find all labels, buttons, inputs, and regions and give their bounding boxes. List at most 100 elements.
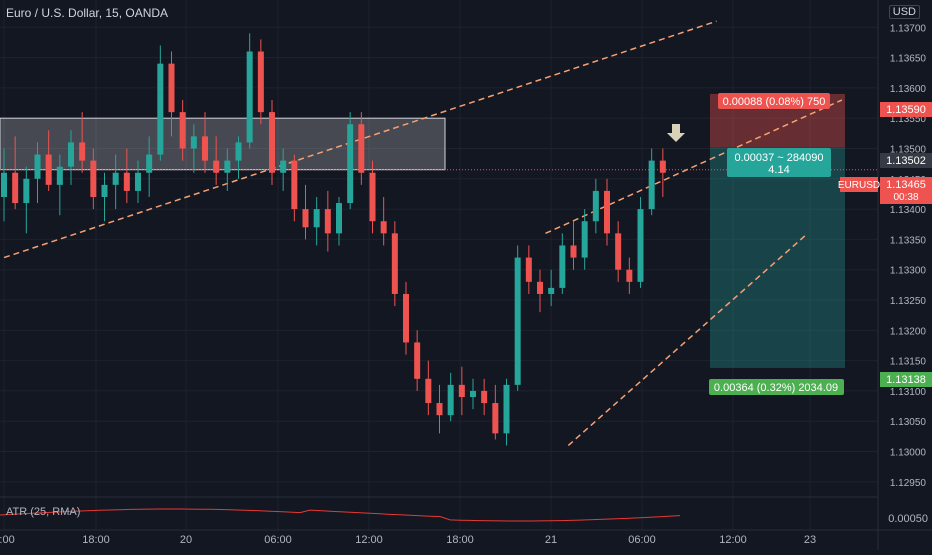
candle-body: [548, 287, 555, 294]
candle: [615, 221, 622, 282]
x-tick-label: 21: [545, 534, 557, 546]
atr-label: ATR (25, RMA): [6, 506, 81, 518]
candle: [190, 124, 197, 173]
candle-body: [246, 51, 253, 143]
candle: [68, 130, 74, 185]
time-axis[interactable]: 2:00 18:00 20 06:00 12:00 18:00 21 06:00 12:00 23: [0, 534, 816, 546]
candle: [458, 366, 465, 416]
candle-body: [592, 190, 599, 222]
candle: [224, 148, 231, 191]
candle-body: [581, 221, 588, 258]
resistance-zone: [0, 117, 446, 171]
candle-body: [269, 112, 275, 173]
chart-title: Euro / U.S. Dollar, 15, OANDA: [6, 6, 169, 20]
candle-body: [79, 142, 86, 161]
candle-body: [12, 172, 19, 204]
candle: [514, 245, 521, 391]
atr-line: [0, 508, 681, 522]
candle: [157, 45, 164, 161]
candle: [380, 196, 387, 246]
candle-body: [447, 384, 454, 416]
candle-body: [313, 209, 320, 228]
candle: [637, 196, 644, 288]
candle-body: [157, 63, 164, 155]
candle-body: [190, 136, 197, 149]
candle-body: [235, 142, 242, 161]
mid-label-box: 0.00037 ~ 284090 4.14: [727, 148, 831, 177]
svg-text:1.13465: 1.13465: [886, 179, 926, 191]
candle-body: [537, 281, 543, 294]
candle: [34, 142, 41, 204]
candle: [12, 136, 19, 210]
candle-body: [492, 403, 499, 434]
candle: [626, 257, 633, 294]
candle-body: [525, 257, 532, 282]
atr-indicator: [0, 508, 681, 522]
candle: [45, 130, 52, 191]
candle: [146, 136, 153, 197]
x-tick-label: 18:00: [446, 534, 474, 546]
candle-body: [179, 112, 186, 149]
candle: [246, 33, 253, 149]
candle: [581, 209, 588, 270]
currency-button[interactable]: USD: [888, 5, 920, 19]
candle: [369, 160, 376, 234]
candle: [492, 384, 499, 440]
y-tick-label: 1.13050: [890, 417, 927, 428]
candle-body: [213, 160, 220, 173]
svg-text:1.13138: 1.13138: [886, 374, 926, 386]
candle: [179, 100, 186, 161]
svg-text:EURUSD: EURUSD: [838, 180, 880, 191]
mid-label-2: 4.14: [768, 164, 789, 176]
y-tick-label: 1.13600: [890, 84, 927, 95]
candle-body: [559, 245, 566, 288]
candle: [101, 172, 108, 222]
candle: [470, 378, 476, 410]
x-tick-label: 18:00: [82, 534, 110, 546]
candle: [336, 196, 342, 246]
target-price-tag: 1.13138: [880, 372, 932, 387]
candle-body: [481, 390, 488, 404]
svg-text:1.13502: 1.13502: [886, 155, 926, 167]
candle-body: [436, 403, 443, 416]
svg-text:00:38: 00:38: [893, 192, 918, 203]
candle: [481, 378, 488, 416]
x-tick-label: 12:00: [355, 534, 383, 546]
candle-body: [414, 342, 421, 379]
position-tool[interactable]: [710, 93, 845, 368]
candle: [391, 221, 398, 307]
candle-body: [291, 160, 298, 210]
candle-body: [280, 160, 287, 173]
candle-body: [336, 203, 342, 234]
candle-body: [380, 221, 387, 234]
candle: [425, 360, 432, 416]
candle-body: [56, 166, 63, 185]
candle-body: [135, 172, 141, 191]
candle-body: [637, 209, 644, 282]
candle: [313, 196, 320, 246]
candle: [537, 269, 543, 313]
candle: [23, 166, 30, 234]
take-profit-zone[interactable]: [710, 147, 845, 368]
candle: [269, 100, 275, 185]
y-tick-label: 1.13100: [890, 387, 927, 398]
candle: [570, 221, 577, 270]
candle-body: [90, 160, 97, 197]
candle-body: [604, 190, 610, 234]
candle-body: [615, 233, 622, 270]
price-axis[interactable]: 1.13700 1.13650 1.13600 1.13550 1.13500 1.134…: [890, 23, 927, 489]
candle: [112, 154, 119, 210]
candle: [280, 148, 287, 191]
trendline: [567, 232, 809, 447]
candle-body: [425, 378, 432, 404]
candle-body: [324, 209, 331, 234]
mid-label-1: 0.00037 ~ 284090: [734, 152, 823, 164]
candle-body: [112, 172, 119, 185]
current-symbol-tag: EURUSD: [838, 177, 880, 192]
entry-price-tag: 1.13502: [880, 153, 932, 168]
atr-value-label: 0.00050: [888, 513, 928, 525]
candle-body: [101, 184, 108, 197]
candle: [324, 190, 331, 252]
